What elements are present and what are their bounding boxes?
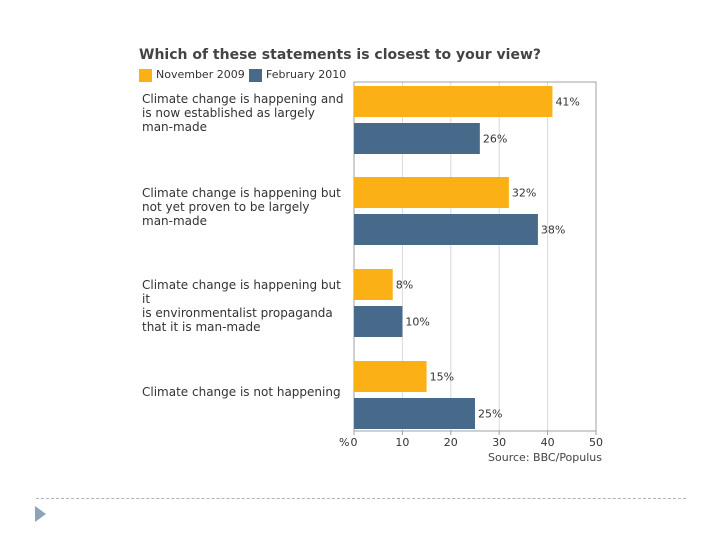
- bar-february-2010-2: [354, 306, 403, 337]
- category-line: man-made: [142, 120, 208, 134]
- category-line: that it is man-made: [142, 320, 261, 334]
- bar-november-2009-1: [354, 177, 509, 208]
- bar-february-2010-3: [354, 398, 475, 429]
- category-line: is environmentalist propaganda: [142, 306, 333, 320]
- category-label-not-proven: Climate change is happening but not yet …: [142, 186, 352, 228]
- data-label: 15%: [430, 371, 454, 384]
- category-line: Climate change is happening and: [142, 92, 344, 106]
- play-arrow-icon: [35, 506, 46, 522]
- category-label-not-happening: Climate change is not happening: [142, 385, 352, 399]
- data-label: 41%: [555, 96, 579, 109]
- chart-title: Which of these statements is closest to …: [139, 47, 541, 63]
- x-tick-label: 40: [541, 436, 555, 449]
- legend-swatch-november-2009: [139, 69, 152, 82]
- x-tick-label: 10: [395, 436, 409, 449]
- legend-label-february-2010: February 2010: [266, 68, 347, 81]
- bar-february-2010-0: [354, 123, 480, 154]
- plot-frame: [353, 81, 597, 432]
- legend-swatch-february-2010: [249, 69, 262, 82]
- category-line: Climate change is happening but: [142, 186, 341, 200]
- x-tick-label: 30: [492, 436, 506, 449]
- data-label: 38%: [541, 224, 565, 237]
- category-label-man-made: Climate change is happening and is now e…: [142, 92, 352, 134]
- x-axis-label: %: [339, 436, 349, 449]
- category-line: not yet proven to be largely: [142, 200, 310, 214]
- bar-february-2010-1: [354, 214, 538, 245]
- legend-label-november-2009: November 2009: [156, 68, 245, 81]
- bar-november-2009-3: [354, 361, 427, 392]
- slide-divider: [36, 498, 686, 499]
- data-label: 8%: [396, 279, 413, 292]
- data-label: 10%: [405, 316, 429, 329]
- x-tick-label: 20: [444, 436, 458, 449]
- category-line: Climate change is happening but it: [142, 278, 341, 306]
- category-label-propaganda: Climate change is happening but it is en…: [142, 278, 352, 334]
- data-label: 26%: [483, 133, 507, 146]
- data-label: 32%: [512, 187, 536, 200]
- category-line: man-made: [142, 214, 208, 228]
- data-label: 25%: [478, 408, 502, 421]
- category-line: is now established as largely: [142, 106, 315, 120]
- x-tick-label: 0: [351, 436, 358, 449]
- bar-november-2009-0: [354, 86, 553, 117]
- category-line: Climate change is not happening: [142, 385, 341, 399]
- x-tick-label: 50: [589, 436, 603, 449]
- bar-november-2009-2: [354, 269, 393, 300]
- source-note: Source: BBC/Populus: [488, 451, 602, 464]
